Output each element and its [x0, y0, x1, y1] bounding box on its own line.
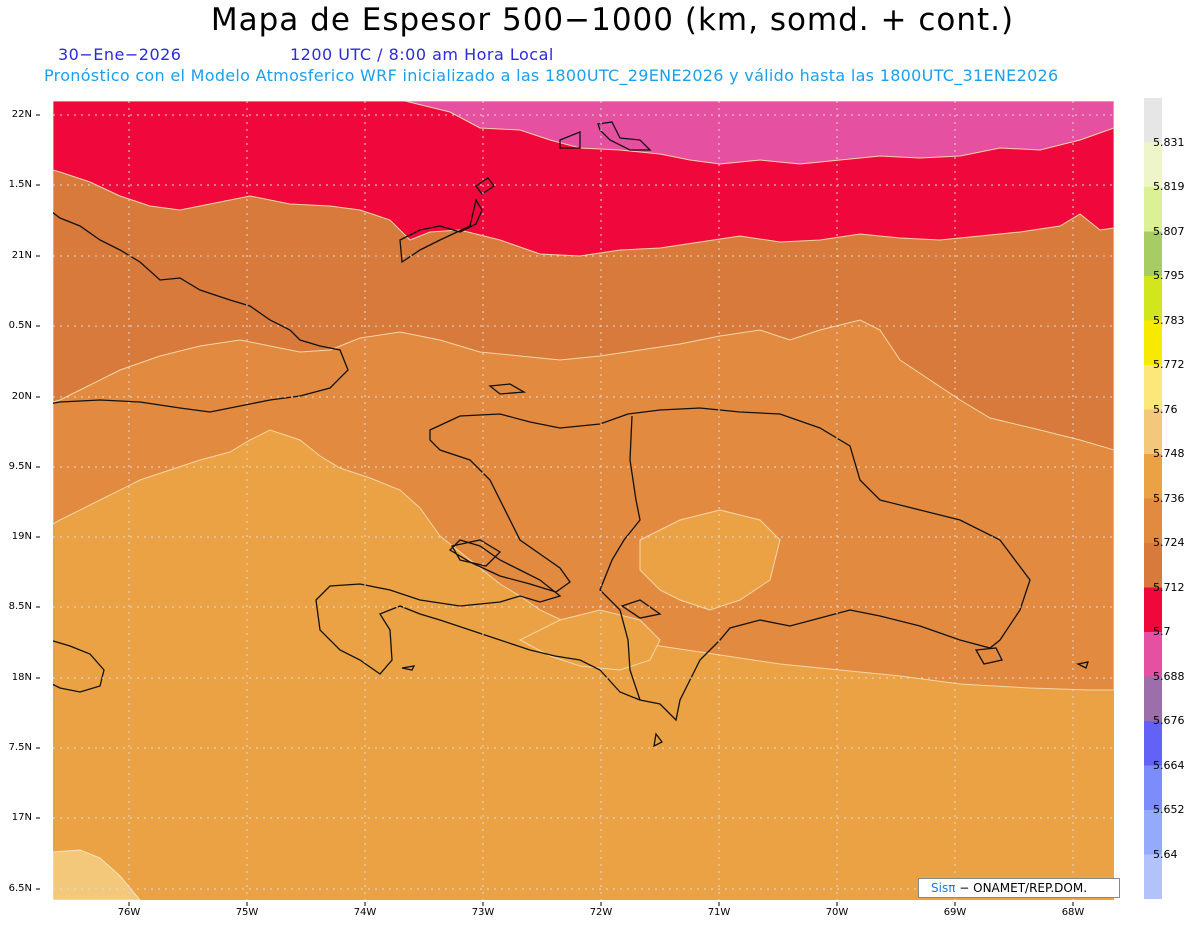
- colorbar-label: 5.772: [1153, 358, 1185, 371]
- band-5688: [404, 101, 1114, 165]
- colorbar-swatch: [1144, 498, 1162, 543]
- colorbar-swatch: [1144, 632, 1162, 677]
- colorbar: [1144, 98, 1162, 899]
- lat-label: 1.5N: [8, 179, 32, 190]
- colorbar-swatch: [1144, 276, 1162, 321]
- lat-label: 7.5N: [8, 742, 32, 753]
- colorbar-label: 5.64: [1153, 847, 1178, 861]
- colorbar-swatch: [1144, 454, 1162, 499]
- band-5736-island: [639, 509, 781, 611]
- colorbar-swatch: [1144, 676, 1162, 721]
- coastlines: [53, 121, 1089, 748]
- colorbar-swatch: [1144, 543, 1162, 588]
- colorbar-label: 5.76: [1153, 402, 1178, 416]
- credit-sis: Sisπ: [931, 881, 956, 895]
- colorbar-swatch: [1144, 721, 1162, 766]
- lat-label: 9.5N: [8, 461, 32, 472]
- lon-label: 72W: [589, 907, 613, 918]
- colorbar-swatch: [1144, 587, 1162, 632]
- colorbar-swatch: [1144, 231, 1162, 276]
- colorbar-label: 5.652: [1153, 803, 1185, 816]
- band-5748: [53, 849, 141, 900]
- colorbar-swatch: [1144, 187, 1162, 232]
- colorbar-label: 5.676: [1153, 714, 1185, 727]
- credit-box: Sisπ − ONAMET/REP.DOM.: [918, 878, 1120, 898]
- colorbar-label: 5.664: [1153, 758, 1185, 772]
- colorbar-swatch: [1144, 854, 1162, 899]
- colorbar-label: 5.783: [1153, 313, 1185, 327]
- lat-label: 0.5N: [8, 320, 32, 331]
- lon-label: 75W: [235, 907, 259, 918]
- colorbar-swatch: [1144, 765, 1162, 810]
- band-5736-south: [518, 609, 661, 671]
- map-title: Mapa de Espesor 500−1000 (km, somd. + co…: [210, 2, 1015, 38]
- lat-label: 21N: [11, 250, 32, 261]
- colorbar-label: 5.712: [1153, 580, 1185, 594]
- colorbar-label: 5.831: [1153, 135, 1185, 149]
- credit-onamet: − ONAMET/REP.DOM.: [959, 881, 1088, 895]
- colorbar-swatch: [1144, 365, 1162, 410]
- lat-label: 19N: [11, 531, 32, 542]
- colorbar-swatch: [1144, 409, 1162, 454]
- gridlines: [53, 101, 1114, 900]
- lon-label: 76W: [117, 907, 141, 918]
- lon-label: 73W: [471, 907, 495, 918]
- colorbar-label: 5.736: [1153, 491, 1185, 505]
- colorbar-label: 5.688: [1153, 669, 1185, 683]
- colorbar-label: 5.748: [1153, 447, 1185, 460]
- forecast-date: 30−Ene−2026: [58, 45, 182, 64]
- lon-label: 69W: [943, 907, 967, 918]
- lat-label: 20N: [11, 391, 32, 402]
- lon-label: 68W: [1061, 907, 1085, 918]
- lat-label: 6.5N: [8, 883, 32, 894]
- lat-label: 8.5N: [8, 601, 32, 612]
- lat-label: 18N: [11, 672, 32, 683]
- forecast-time: 1200 UTC / 8:00 am Hora Local: [290, 45, 554, 64]
- lon-label: 74W: [353, 907, 377, 918]
- colorbar-label: 5.807: [1153, 224, 1185, 238]
- forecast-subtitle: Pronóstico con el Modelo Atmosferico WRF…: [44, 66, 1059, 85]
- colorbar-label: 5.724: [1153, 536, 1185, 549]
- lat-label: 22N: [11, 109, 32, 120]
- lat-label: 17N: [11, 812, 32, 823]
- colorbar-label: 5.819: [1153, 180, 1185, 193]
- colorbar-label: 5.795: [1153, 269, 1185, 282]
- lon-label: 70W: [825, 907, 849, 918]
- colorbar-swatch: [1144, 810, 1162, 855]
- colorbar-swatch: [1144, 142, 1162, 187]
- lon-label: 71W: [707, 907, 731, 918]
- colorbar-swatch: [1144, 98, 1162, 143]
- colorbar-swatch: [1144, 320, 1162, 365]
- colorbar-label: 5.7: [1153, 625, 1171, 638]
